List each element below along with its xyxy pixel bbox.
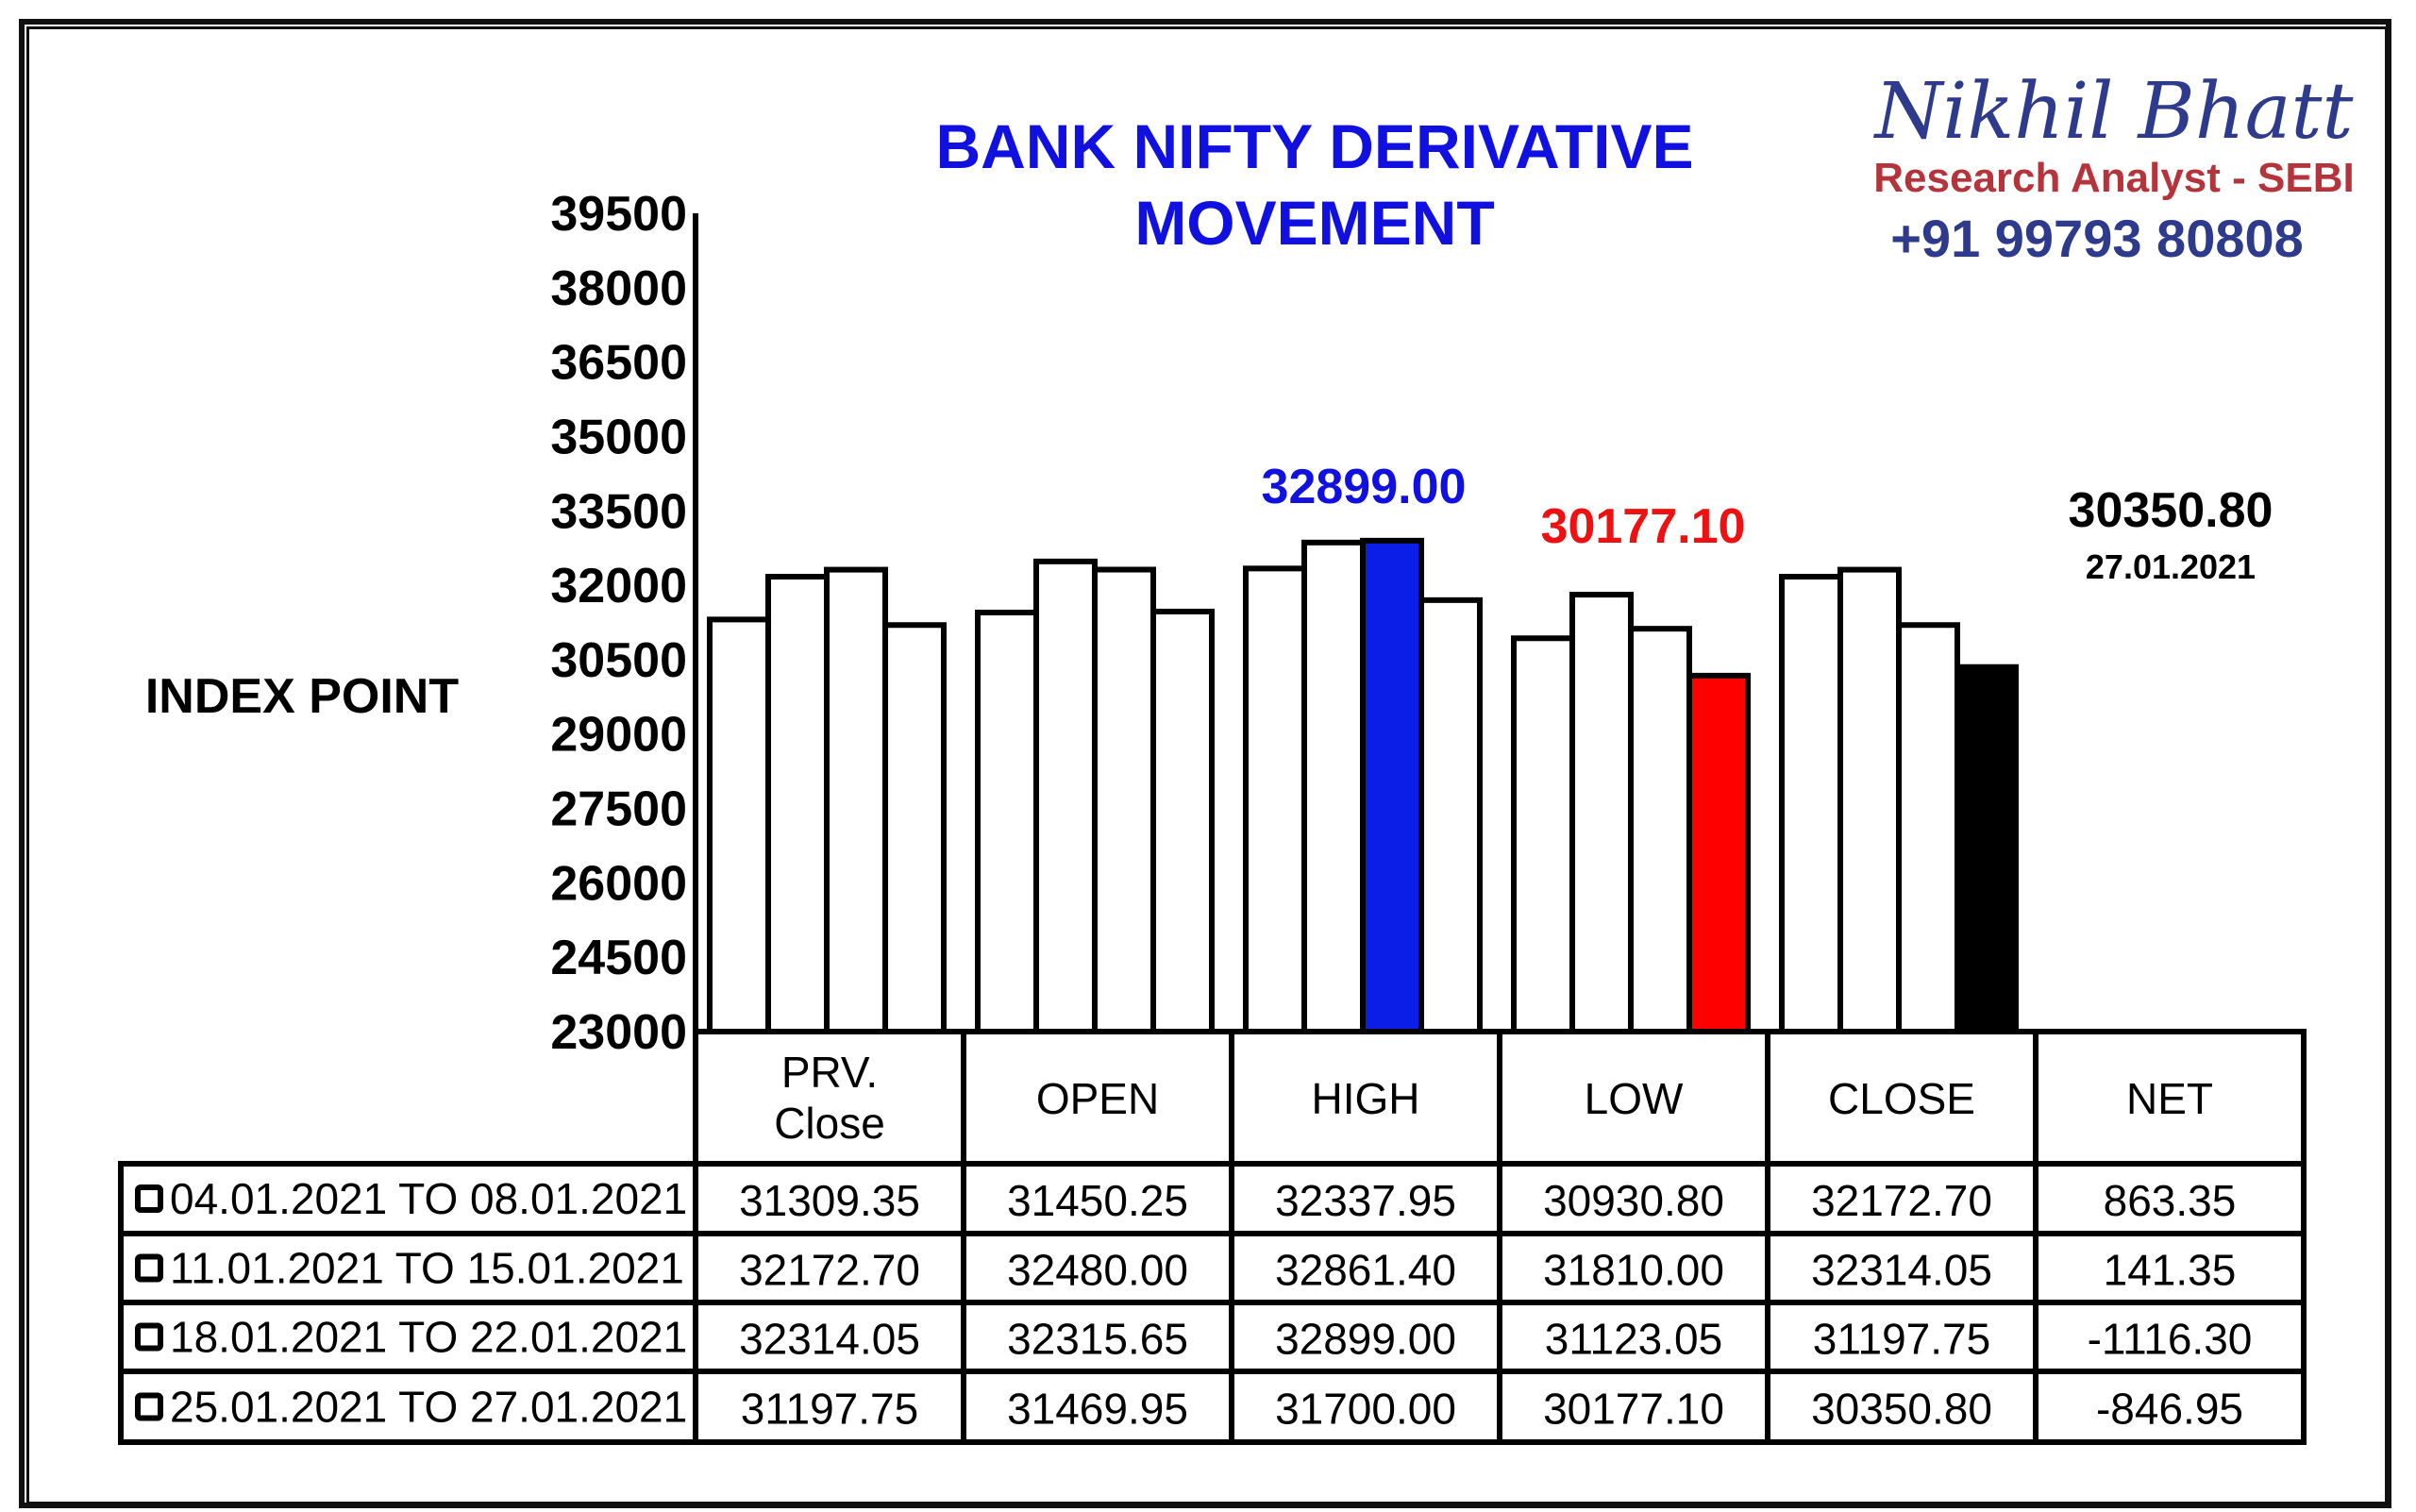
y-tick-label: 39500 <box>550 187 687 242</box>
table-cell: 32337.95 <box>1275 1176 1456 1225</box>
annotation-high: 32899.00 <box>1262 460 1467 514</box>
table-cell: 31810.00 <box>1543 1246 1724 1295</box>
bar-high-s2 <box>1301 539 1366 1034</box>
table-cell: 32172.70 <box>739 1246 920 1295</box>
y-tick-label: 26000 <box>550 856 687 911</box>
bar-open-s2 <box>1033 558 1098 1034</box>
table-cell: 30177.10 <box>1543 1385 1724 1434</box>
annotation-net: 30350.80 <box>2069 483 2273 538</box>
table-cell: -1116.30 <box>2088 1315 2253 1364</box>
table-row-label: 04.01.2021 TO 08.01.2021 <box>170 1174 687 1223</box>
legend-square-icon <box>135 1184 163 1213</box>
table-cell: 31197.75 <box>741 1385 918 1434</box>
table-header-0: PRV. Close <box>774 1048 885 1148</box>
outer-frame <box>19 19 2391 1508</box>
bar-low-s2 <box>1569 592 1634 1034</box>
bar-prv-close-s2 <box>765 574 830 1034</box>
table-cell: 32861.40 <box>1275 1246 1456 1295</box>
chart-title-line-1: BANK NIFTY DERIVATIVE <box>935 111 1693 181</box>
bar-close-s4 <box>1955 664 2019 1035</box>
y-tick-label: 23000 <box>550 1005 687 1060</box>
table-cell: 31197.75 <box>1813 1315 1990 1364</box>
y-tick-label: 35000 <box>550 410 687 464</box>
table-row-label: 11.01.2021 TO 15.01.2021 <box>170 1244 684 1293</box>
bar-open-s3 <box>1092 566 1156 1034</box>
legend-square-icon <box>135 1392 163 1421</box>
table-cell: 31450.25 <box>1007 1176 1188 1225</box>
bar-low-s4 <box>1686 672 1751 1035</box>
bar-prv-close-s3 <box>824 566 888 1034</box>
table-cell: 31123.05 <box>1545 1315 1722 1364</box>
y-tick-label: 30500 <box>550 633 687 688</box>
legend-square-icon <box>135 1322 163 1352</box>
table-header-open: OPEN <box>1036 1074 1159 1123</box>
annotation-low: 30177.10 <box>1541 499 1746 554</box>
y-tick-label: 38000 <box>550 261 687 316</box>
table-cell: 32480.00 <box>1007 1246 1188 1295</box>
y-tick-label: 29000 <box>550 708 687 763</box>
bar-close-s3 <box>1896 622 1960 1034</box>
bar-open-s1 <box>975 609 1039 1034</box>
table-cell: 141.35 <box>2104 1246 2237 1295</box>
table-cell: 31469.95 <box>1007 1385 1188 1434</box>
annotation-net-date: 27.01.2021 <box>2086 547 2256 586</box>
y-tick-label: 36500 <box>550 336 687 391</box>
bar-open-s4 <box>1150 608 1215 1034</box>
bar-high-s1 <box>1243 565 1307 1035</box>
table-cell: 863.35 <box>2104 1176 2237 1225</box>
y-tick-label: 32000 <box>550 559 687 613</box>
table-cell: 32314.05 <box>739 1315 920 1364</box>
y-axis-label: INDEX POINT <box>145 669 459 724</box>
brand-name: Nikhil Bhatt <box>1873 67 2355 157</box>
data-table: PRV. Close OPEN HIGH LOW CLOSE NET 04.01.2021 T… <box>118 1029 2307 1445</box>
y-tick-label: 24500 <box>550 931 687 985</box>
table-cell: -846.95 <box>2096 1385 2243 1434</box>
table-cell: 30350.80 <box>1811 1385 1992 1434</box>
bars <box>707 537 2019 1035</box>
table-cell: 31309.35 <box>739 1176 920 1225</box>
table-header-net: NET <box>2126 1074 2213 1123</box>
chart-title-line-2: MOVEMENT <box>1134 188 1494 258</box>
table-header-low: LOW <box>1585 1074 1684 1123</box>
table-row-label: 25.01.2021 TO 27.01.2021 <box>170 1383 687 1432</box>
bar-close-s2 <box>1837 566 1902 1034</box>
table-cell: 30930.80 <box>1543 1176 1724 1225</box>
table-cell: 32899.00 <box>1275 1315 1456 1364</box>
brand-block: Nikhil Bhatt Research Analyst - SEBI +91… <box>1873 67 2355 268</box>
table-cell: 32315.65 <box>1007 1315 1188 1364</box>
bar-close-s1 <box>1779 574 1843 1034</box>
y-tick-label: 33500 <box>550 484 687 539</box>
brand-phone: +91 99793 80808 <box>1890 209 2304 268</box>
bar-low-s3 <box>1628 626 1692 1034</box>
inner-frame <box>26 26 2388 1504</box>
table-cell: 31700.00 <box>1275 1385 1456 1434</box>
table-row-label: 18.01.2021 TO 22.01.2021 <box>170 1313 687 1362</box>
y-axis-ticks: 39500 38000 36500 35000 33500 32000 30500 29000… <box>550 187 687 1060</box>
bar-prv-close-s4 <box>882 622 947 1034</box>
table-header-high: HIGH <box>1312 1074 1420 1123</box>
table-header-close: CLOSE <box>1828 1074 1975 1123</box>
bar-high-s4 <box>1418 596 1483 1034</box>
chart-title: BANK NIFTY DERIVATIVE MOVEMENT <box>935 111 1693 258</box>
bar-high-s3 <box>1360 537 1424 1034</box>
table-cell: 32172.70 <box>1811 1176 1992 1225</box>
bar-low-s1 <box>1511 635 1575 1034</box>
y-tick-label: 27500 <box>550 782 687 837</box>
brand-subtitle: Research Analyst - SEBI <box>1873 155 2354 201</box>
legend-square-icon <box>135 1253 163 1283</box>
annotations: 32899.00 30177.10 30350.80 27.01.2021 <box>1262 460 2273 586</box>
bar-prv-close-s1 <box>707 616 771 1034</box>
table-cell: 32314.05 <box>1811 1246 1992 1295</box>
